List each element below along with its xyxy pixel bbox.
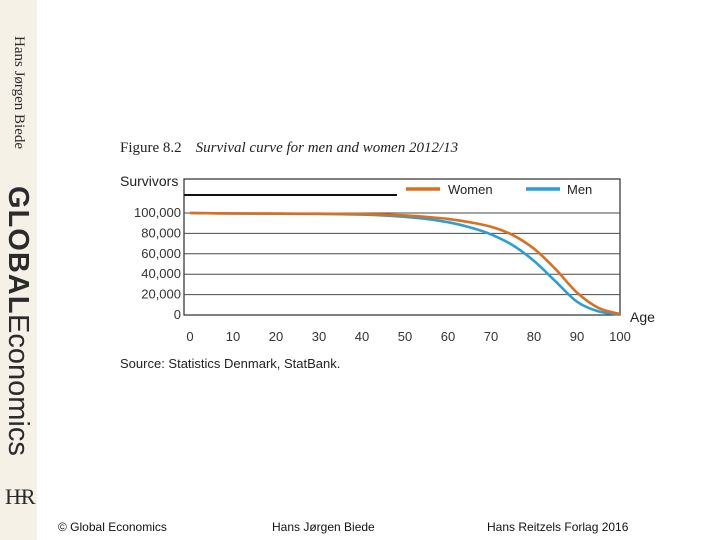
figure-subtitle: Survival curve for men and women 2012/13 [195, 140, 459, 156]
x-tick-label: 60 [441, 329, 455, 344]
x-tick-label: 20 [269, 329, 283, 344]
plot-frame [183, 178, 621, 316]
x-tick-label: 80 [527, 329, 541, 344]
footer-author: Hans Jørgen Biede [272, 520, 375, 534]
x-axis-label: Age [630, 309, 655, 325]
x-tick-label: 100 [609, 329, 631, 344]
chart-series [189, 211, 621, 316]
y-tick-label: 40,000 [141, 266, 181, 281]
x-tick-label: 0 [186, 329, 193, 344]
x-tick-label: 50 [398, 329, 412, 344]
axis-ticks: 0 20,000 40,000 60,000 80,000 100,000 0 10 20 30 4… [134, 205, 631, 344]
series-line-women [189, 211, 621, 316]
legend-label-women: Women [448, 182, 493, 197]
x-tick-label: 70 [484, 329, 498, 344]
y-tick-label: 20,000 [141, 287, 181, 302]
x-tick-label: 90 [570, 329, 584, 344]
publisher-logo: H̶R [5, 484, 36, 509]
footer-publisher: Hans Reitzels Forlag 2016 [487, 520, 629, 534]
y-tick-label: 0 [174, 307, 181, 322]
footer-copyright: © Global Economics [58, 520, 167, 534]
legend-label-men: Men [567, 182, 592, 197]
y-tick-label: 80,000 [141, 225, 181, 240]
series-line-men [189, 211, 621, 316]
figure-title: Figure 8.2 Survival curve for men and wom… [120, 140, 458, 157]
x-tick-label: 10 [226, 329, 240, 344]
figure-source: Source: Statistics Denmark, StatBank. [120, 356, 341, 371]
y-tick-label: 100,000 [134, 205, 181, 220]
x-tick-label: 40 [355, 329, 369, 344]
x-tick-label: 30 [312, 329, 326, 344]
chart-grid [183, 178, 621, 316]
book-sidebar: Hans Jørgen Biede GLOBAL Economics H̶R [0, 0, 37, 540]
y-tick-label: 60,000 [141, 246, 181, 261]
y-axis-label: Survivors [120, 173, 178, 189]
figure-label: Figure 8.2 [120, 140, 182, 156]
